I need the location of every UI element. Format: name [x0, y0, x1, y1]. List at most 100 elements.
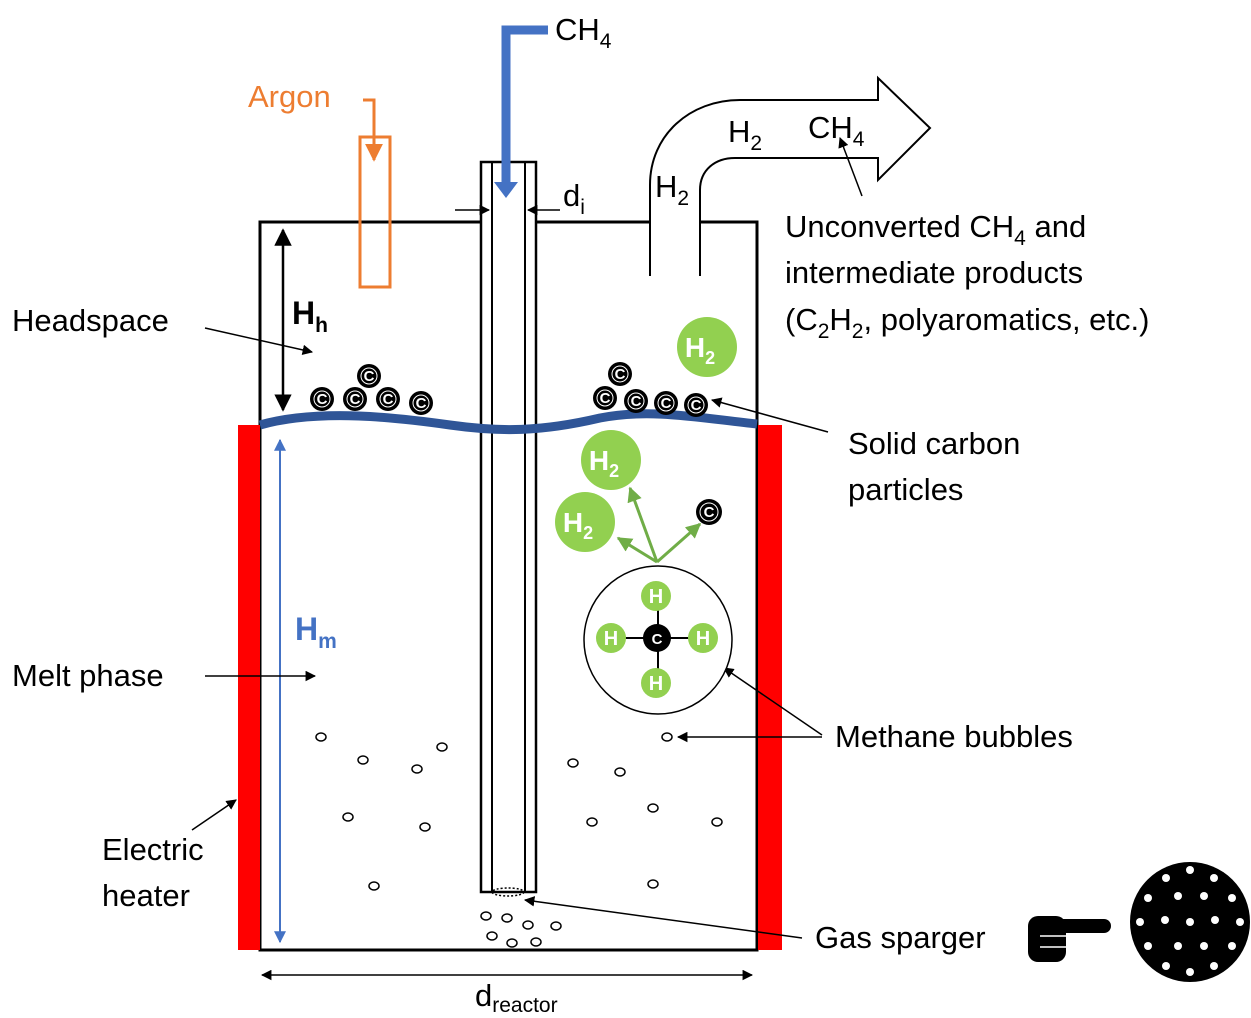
- electric-heater-left: [238, 425, 260, 950]
- svg-text:H: H: [604, 628, 618, 650]
- carbon-pile-left: C C C C C: [310, 364, 433, 415]
- melt-phase-label: Melt phase: [12, 658, 164, 693]
- melt-surface: [258, 409, 758, 435]
- bubble: [567, 758, 579, 768]
- carbon-product: C: [696, 499, 722, 525]
- headspace-height-label: Hh: [292, 295, 328, 337]
- melt-height-label: Hm: [295, 611, 337, 653]
- solid-carbon-label-line1: Solid carbon: [848, 426, 1020, 461]
- solid-carbon-label-line2: particles: [848, 472, 963, 507]
- bubble: [614, 767, 626, 777]
- bubble: [711, 817, 723, 827]
- h2-molecule-product: H2: [555, 492, 615, 552]
- carbon-pile-right: C C C C C: [593, 362, 708, 417]
- bubble: [419, 822, 431, 832]
- reactor-diameter-label: dreactor: [475, 978, 558, 1017]
- sparger-disk-icon: [1130, 862, 1250, 982]
- gas-sparger-label: Gas sparger: [815, 920, 986, 955]
- unconverted-label-line2: intermediate products: [785, 255, 1083, 290]
- svg-text:H: H: [696, 628, 710, 650]
- bubble: [522, 920, 534, 930]
- carbon-particle: C: [409, 391, 433, 415]
- bubble: [530, 937, 542, 947]
- h2-molecule-rising: H2: [581, 430, 641, 490]
- outlet-ch4-label: CH4: [808, 110, 865, 151]
- decomposition-arrow-right: [656, 522, 702, 564]
- svg-text:H2: H2: [685, 332, 715, 368]
- argon-label: Argon: [248, 79, 331, 114]
- bubble: [647, 879, 659, 889]
- svg-text:C: C: [600, 390, 611, 407]
- bubble: [586, 817, 598, 827]
- h2-molecule-headspace: H2: [677, 317, 737, 377]
- bubble: [411, 764, 423, 774]
- methane-bubbles-pointer-1: [723, 667, 823, 736]
- bubble: [357, 755, 369, 765]
- methane-bubble-large: H H H H C: [583, 565, 733, 715]
- decomposition-arrow-up: [627, 486, 659, 563]
- decomposition-arrow-left: [616, 536, 658, 564]
- svg-text:H: H: [649, 673, 663, 695]
- svg-text:C: C: [364, 368, 375, 385]
- hydrogen-atom: H: [688, 623, 718, 653]
- svg-text:C: C: [661, 395, 672, 412]
- bubble: [315, 732, 327, 742]
- carbon-particle: C: [310, 387, 334, 411]
- pointing-hand-icon: [1028, 916, 1111, 962]
- unconverted-pointer: [838, 137, 863, 197]
- inner-tube-outer: [479, 160, 538, 894]
- argon-arrow: [363, 98, 383, 162]
- bubble: [368, 881, 380, 891]
- bubble: [342, 812, 354, 822]
- svg-text:C: C: [691, 397, 702, 414]
- unconverted-label-line1: Unconverted CH4 and: [785, 209, 1086, 250]
- methane-bubbles-label: Methane bubbles: [835, 719, 1073, 754]
- svg-text:H2: H2: [589, 445, 619, 481]
- electric-heater-label-line2: heater: [102, 878, 190, 913]
- svg-text:H: H: [649, 586, 663, 608]
- svg-text:C: C: [383, 391, 394, 408]
- carbon-particle: C: [593, 386, 617, 410]
- bubble: [647, 803, 659, 813]
- carbon-particle: C: [357, 364, 381, 388]
- bubble: [436, 742, 448, 752]
- svg-text:C: C: [631, 393, 642, 410]
- solid-carbon-pointer: [710, 397, 829, 433]
- svg-text:H2: H2: [563, 507, 593, 543]
- svg-text:C: C: [615, 366, 626, 383]
- headspace-pointer: [204, 327, 314, 356]
- carbon-atom: C: [643, 624, 671, 652]
- bubble: [661, 732, 673, 742]
- svg-text:C: C: [317, 391, 328, 408]
- carbon-particle: C: [624, 389, 648, 413]
- outlet-arrow: [649, 75, 932, 276]
- electric-heater-pointer: [191, 799, 237, 831]
- bubble: [506, 938, 518, 948]
- svg-text:C: C: [416, 395, 427, 412]
- methane-inlet-arrowhead: [494, 182, 518, 198]
- outlet-h2-label-a: H2: [728, 114, 762, 155]
- outlet-h2-label-b: H2: [655, 169, 689, 210]
- carbon-particle: C: [684, 393, 708, 417]
- methane-inlet-pipe: [501, 25, 548, 185]
- inner-diameter-label: di: [563, 178, 585, 219]
- hydrogen-atom: H: [596, 623, 626, 653]
- carbon-particle: C: [608, 362, 632, 386]
- carbon-particle: C: [376, 387, 400, 411]
- small-bubbles: [315, 732, 723, 948]
- methane-inlet-label: CH4: [555, 12, 612, 53]
- svg-text:C: C: [350, 391, 361, 408]
- electric-heater-label-line1: Electric: [102, 832, 204, 867]
- hydrogen-atom: H: [641, 668, 671, 698]
- bubble: [501, 913, 513, 923]
- headspace-label: Headspace: [12, 303, 169, 338]
- unconverted-label-line3: (C2H2, polyaromatics, etc.): [785, 302, 1149, 343]
- hydrogen-atom: H: [641, 581, 671, 611]
- carbon-particle: C: [343, 387, 367, 411]
- svg-text:C: C: [704, 504, 715, 521]
- bubble: [480, 911, 492, 921]
- carbon-particle: C: [654, 391, 678, 415]
- svg-text:C: C: [652, 631, 663, 648]
- gas-sparger-pointer: [523, 896, 803, 939]
